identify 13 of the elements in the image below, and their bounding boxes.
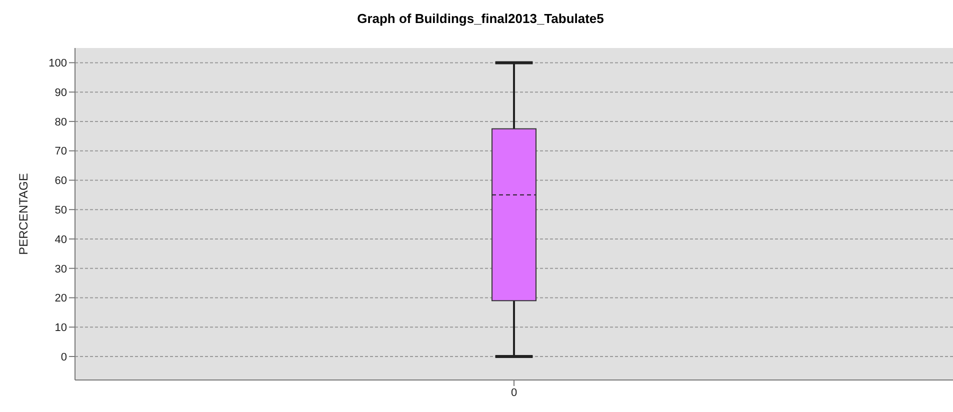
y-tick-label: 40	[54, 234, 67, 246]
y-tick-label: 80	[54, 116, 67, 128]
y-tick-label: 10	[54, 322, 67, 334]
chart-title: Graph of Buildings_final2013_Tabulate5	[356, 10, 605, 28]
y-tick-label: 60	[54, 175, 67, 188]
y-tick-label: 70	[54, 146, 67, 158]
y-axis-title: PERCENTAGE	[16, 173, 30, 255]
y-tick-label: 50	[54, 204, 67, 216]
y-tick-label: 30	[54, 263, 67, 276]
y-tick-label: 90	[54, 86, 67, 99]
y-tick-label: 20	[54, 292, 67, 305]
y-tick-label: 0	[60, 351, 67, 364]
y-tick-label: 100	[48, 58, 67, 70]
